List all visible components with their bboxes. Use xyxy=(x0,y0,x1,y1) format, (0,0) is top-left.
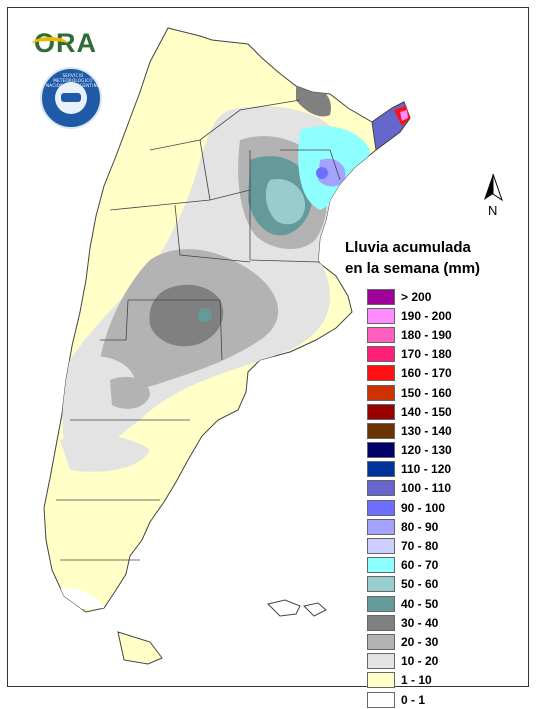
legend-label: 50 - 60 xyxy=(401,577,439,592)
legend-label: 130 - 140 xyxy=(401,423,452,438)
legend-row: 50 - 60 xyxy=(367,575,452,594)
legend-swatch xyxy=(367,518,395,535)
smn-seal-logo: SERVICIO METEOROLOGICO NACIONAL · ARGENT… xyxy=(40,67,102,129)
legend-label: 1 - 10 xyxy=(401,673,432,688)
legend-swatch xyxy=(367,672,395,689)
legend-swatch xyxy=(367,557,395,574)
legend-row: 30 - 40 xyxy=(367,613,452,632)
legend-row: > 200 xyxy=(367,287,452,306)
legend-swatch xyxy=(367,538,395,555)
legend-row: 170 - 180 xyxy=(367,345,452,364)
legend-swatch xyxy=(367,326,395,343)
legend-row: 100 - 110 xyxy=(367,479,452,498)
legend-swatch xyxy=(367,499,395,516)
legend-swatch xyxy=(367,595,395,612)
seal-emblem-icon xyxy=(55,82,87,114)
legend-row: 0 - 1 xyxy=(367,690,452,709)
legend-row: 150 - 160 xyxy=(367,383,452,402)
legend-title-line2: en la semana (mm) xyxy=(345,260,481,277)
legend-label: 20 - 30 xyxy=(401,634,439,649)
legend-row: 90 - 100 xyxy=(367,498,452,517)
legend-label: 120 - 130 xyxy=(401,443,452,458)
logo-arc-icon xyxy=(32,37,68,51)
legend-label: 40 - 50 xyxy=(401,596,439,611)
legend-swatch xyxy=(367,288,395,305)
legend-row: 140 - 150 xyxy=(367,402,452,421)
legend-row: 40 - 50 xyxy=(367,594,452,613)
legend-row: 60 - 70 xyxy=(367,556,452,575)
legend-row: 70 - 80 xyxy=(367,536,452,555)
legend-label: 10 - 20 xyxy=(401,654,439,669)
rainfall-contours xyxy=(46,85,370,610)
legend-swatch xyxy=(367,384,395,401)
legend-label: 140 - 150 xyxy=(401,404,452,419)
north-arrow-icon xyxy=(484,173,503,202)
legend-row: 80 - 90 xyxy=(367,517,452,536)
legend-row: 120 - 130 xyxy=(367,441,452,460)
legend-swatch xyxy=(367,653,395,670)
legend-row: 190 - 200 xyxy=(367,306,452,325)
legend-row: 180 - 190 xyxy=(367,325,452,344)
legend-swatch xyxy=(367,346,395,363)
legend-row: 20 - 30 xyxy=(367,632,452,651)
legend-swatch xyxy=(367,442,395,459)
province-borders xyxy=(56,99,341,561)
legend-row: 160 - 170 xyxy=(367,364,452,383)
ora-logo: ORA xyxy=(32,28,97,59)
legend-label: 150 - 160 xyxy=(401,385,452,400)
legend-title: Lluvia acumulada en la semana (mm) xyxy=(345,237,525,279)
legend: > 200 190 - 200 180 - 190 170 - 180 160 - 17… xyxy=(367,287,452,709)
legend-label: 70 - 80 xyxy=(401,539,439,554)
legend-label: 30 - 40 xyxy=(401,615,439,630)
north-label: N xyxy=(488,203,498,218)
legend-swatch xyxy=(367,691,395,708)
legend-row: 1 - 10 xyxy=(367,671,452,690)
legend-label: > 200 xyxy=(401,289,432,304)
legend-swatch xyxy=(367,480,395,497)
legend-swatch xyxy=(367,403,395,420)
legend-label: 110 - 120 xyxy=(401,462,452,477)
legend-swatch xyxy=(367,461,395,478)
legend-label: 170 - 180 xyxy=(401,347,452,362)
legend-swatch xyxy=(367,614,395,631)
legend-swatch xyxy=(367,633,395,650)
tierra-del-fuego xyxy=(117,631,163,665)
legend-label: 80 - 90 xyxy=(401,519,439,534)
legend-row: 10 - 20 xyxy=(367,652,452,671)
legend-label: 0 - 1 xyxy=(401,692,426,707)
legend-label: 90 - 100 xyxy=(401,500,446,515)
legend-swatch xyxy=(367,307,395,324)
legend-label: 60 - 70 xyxy=(401,558,439,573)
legend-swatch xyxy=(367,365,395,382)
legend-swatch xyxy=(367,576,395,593)
legend-row: 110 - 120 xyxy=(367,460,452,479)
legend-label: 160 - 170 xyxy=(401,366,452,381)
malvinas-islands xyxy=(267,599,301,617)
legend-label: 190 - 200 xyxy=(401,308,452,323)
legend-swatch xyxy=(367,422,395,439)
legend-title-line1: Lluvia acumulada xyxy=(345,239,471,256)
legend-label: 180 - 190 xyxy=(401,327,452,342)
legend-row: 130 - 140 xyxy=(367,421,452,440)
legend-label: 100 - 110 xyxy=(401,481,452,496)
